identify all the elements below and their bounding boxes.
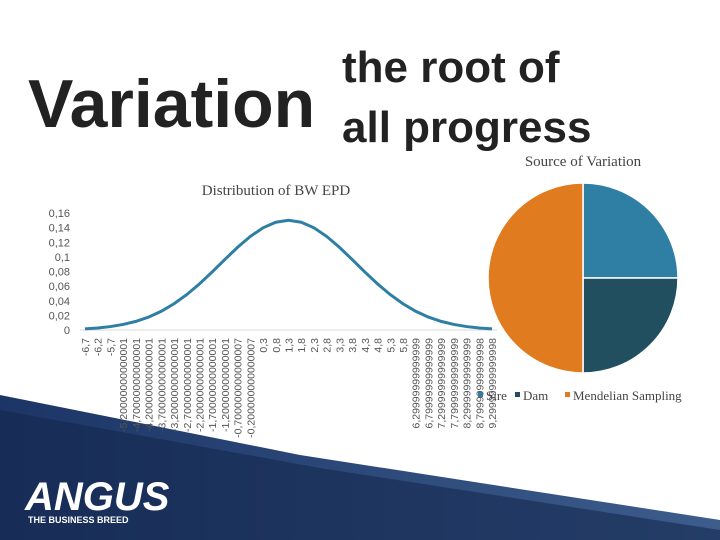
x-tick-label: 7,29999999999999: [436, 338, 448, 429]
y-tick-label: 0,06: [49, 281, 70, 293]
legend-label: Mendelian Sampling: [573, 388, 682, 403]
x-tick-label: -1,70000000000001: [207, 338, 219, 432]
subtitle-line: all progress: [342, 103, 591, 152]
y-tick-label: 0,04: [49, 296, 70, 308]
pie-slice: [582, 182, 679, 279]
x-tick-label: -2,70000000000001: [182, 338, 194, 432]
x-tick-label: -6,2: [93, 338, 105, 356]
line-series: [84, 218, 493, 331]
x-tick-label: -2,20000000000001: [194, 338, 206, 432]
x-tick-label: -0,200000000000007: [245, 338, 257, 438]
pie-slice: [582, 277, 679, 374]
x-tick-label: 1,3: [284, 338, 296, 353]
x-tick-label: -5,20000000000001: [118, 338, 130, 432]
x-tick-label: -4,70000000000001: [131, 338, 143, 432]
legend-swatch: [478, 392, 483, 397]
x-tick-label: 6,29999999999999: [411, 338, 423, 429]
x-tick-label: 2,3: [309, 338, 321, 353]
x-tick-label: -1,20000000000001: [220, 338, 232, 432]
x-tick-label: 8,79999999999998: [474, 338, 486, 429]
y-tick-label: 0,08: [49, 267, 70, 279]
pie-chart-title: Source of Variation: [525, 154, 642, 170]
subtitle-line: the root of: [342, 43, 560, 92]
legend-swatch: [515, 392, 520, 397]
x-tick-label: 2,8: [322, 338, 334, 353]
x-tick-label: 5,8: [398, 338, 410, 353]
x-tick-label: 8,29999999999999: [462, 338, 474, 429]
x-tick-label: 1,8: [296, 338, 308, 353]
x-tick-label: 0,3: [258, 338, 270, 353]
x-tick-label: -3,70000000000001: [156, 338, 168, 432]
background-band-dark: [0, 410, 720, 540]
x-tick-label: 3,8: [347, 338, 359, 353]
x-tick-label: 6,79999999999999: [423, 338, 435, 429]
y-tick-label: 0,1: [55, 252, 70, 264]
x-tick-label: 7,79999999999999: [449, 338, 461, 429]
legend-label: Dam: [523, 388, 548, 403]
logo-name: ANGUS: [24, 475, 170, 519]
x-tick-label: -0,700000000000007: [233, 338, 245, 438]
x-tick-label: -4,20000000000001: [144, 338, 156, 432]
y-tick-label: 0,14: [49, 223, 70, 235]
y-tick-label: 0: [64, 325, 70, 337]
x-tick-label: 4,8: [373, 338, 385, 353]
y-tick-label: 0,02: [49, 310, 70, 322]
y-tick-label: 0,16: [49, 208, 70, 220]
logo-tagline: THE BUSINESS BREED: [28, 515, 129, 525]
legend-swatch: [565, 392, 570, 397]
x-tick-label: 0,8: [271, 338, 283, 353]
pie-slice: [487, 182, 584, 374]
x-tick-label: -6,7: [80, 338, 92, 356]
title: Variation: [28, 66, 315, 142]
x-tick-label: 4,3: [360, 338, 372, 353]
x-tick-label: 5,3: [385, 338, 397, 353]
x-tick-label: -5,7: [105, 338, 117, 356]
x-tick-label: 3,3: [334, 338, 346, 353]
legend-label: Sire: [486, 388, 507, 403]
line-chart-title: Distribution of BW EPD: [202, 183, 351, 199]
x-tick-label: -3,20000000000001: [169, 338, 181, 432]
x-tick-label: 9,29999999999998: [487, 338, 499, 429]
y-tick-label: 0,12: [49, 237, 70, 249]
